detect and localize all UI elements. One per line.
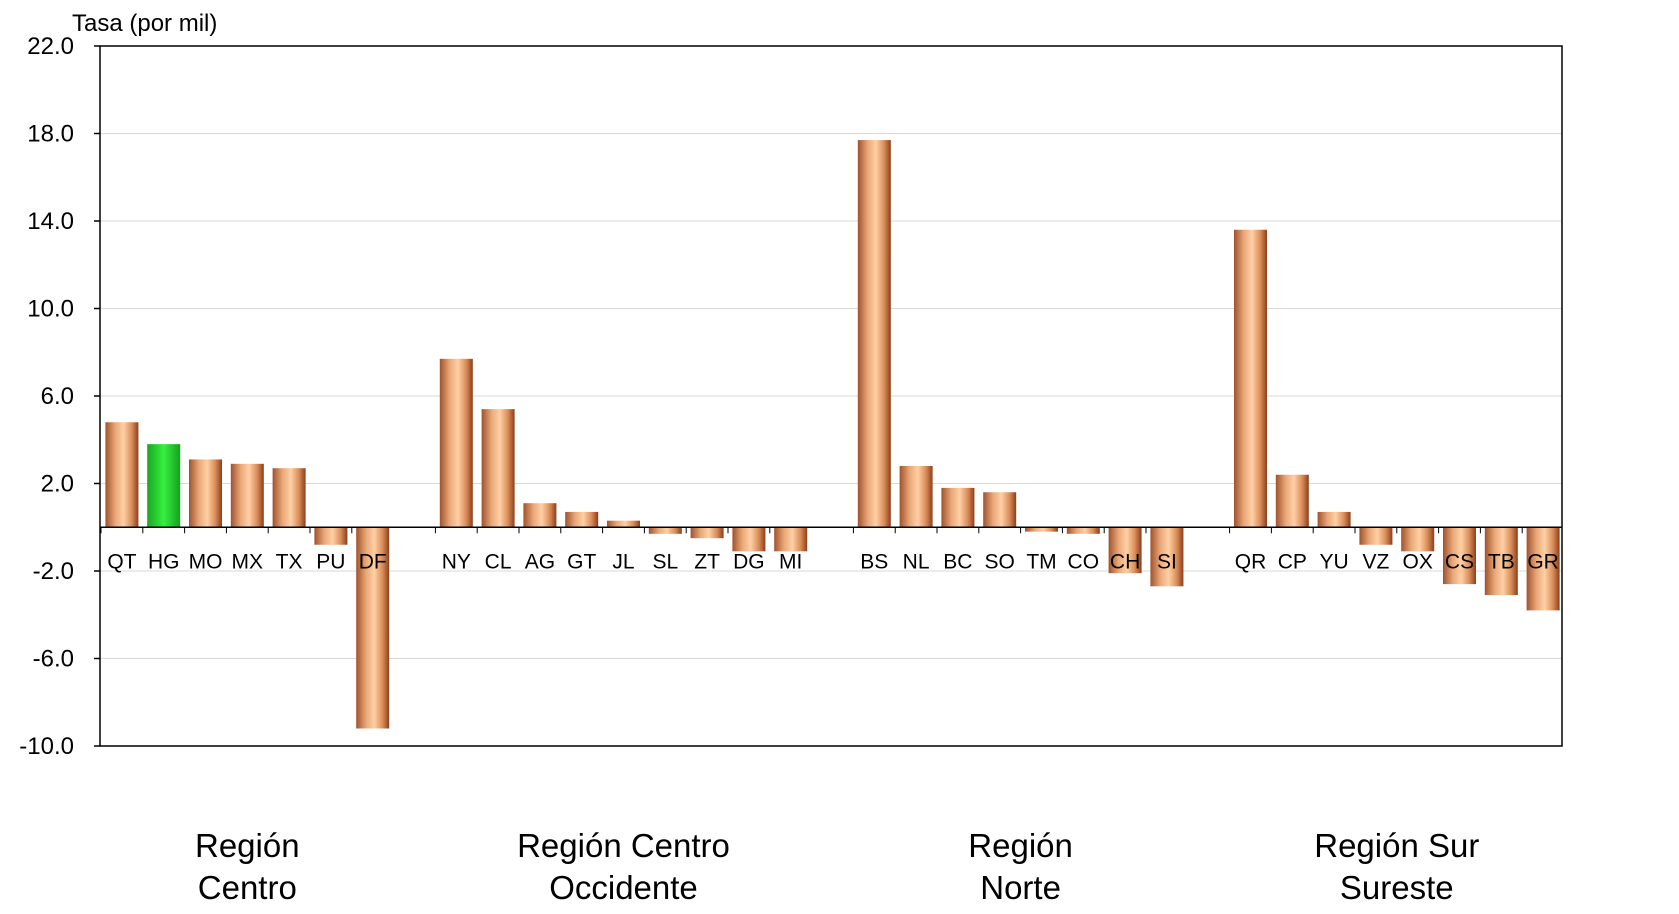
- bar-df: [356, 527, 390, 729]
- bar-mx: [230, 463, 264, 528]
- category-label-bs: BS: [860, 550, 888, 573]
- category-label-df: DF: [359, 550, 387, 573]
- category-label-sl: SL: [652, 550, 678, 573]
- bar-yu: [1317, 511, 1351, 528]
- bar-jl: [607, 520, 640, 528]
- category-label-ny: NY: [442, 550, 471, 573]
- bar-ox: [1401, 527, 1435, 552]
- group-label: Región Norte: [968, 827, 1073, 906]
- bar-cp: [1275, 474, 1309, 528]
- category-label-qr: QR: [1235, 550, 1267, 573]
- bar-bs: [857, 140, 891, 528]
- bar-ch: [1108, 527, 1142, 574]
- category-label-tm: TM: [1026, 550, 1056, 573]
- group-label: Región Sur Sureste: [1314, 827, 1479, 906]
- category-label-mx: MX: [232, 550, 264, 573]
- bar-vz: [1359, 527, 1393, 545]
- bar-tm: [1025, 527, 1058, 532]
- category-label-vz: VZ: [1362, 550, 1389, 573]
- bar-gr: [1526, 527, 1560, 611]
- category-label-cp: CP: [1278, 550, 1307, 573]
- y-tick-label: 6.0: [41, 383, 74, 410]
- category-label-gr: GR: [1527, 550, 1559, 573]
- bar-co: [1066, 527, 1100, 534]
- category-label-ox: OX: [1403, 550, 1433, 573]
- bar-cl: [481, 409, 515, 528]
- bar-zt: [690, 527, 724, 539]
- y-tick-label: 10.0: [27, 296, 74, 323]
- bar-gt: [565, 511, 599, 528]
- category-label-pu: PU: [316, 550, 345, 573]
- bar-so: [983, 492, 1017, 528]
- category-label-tb: TB: [1488, 550, 1515, 573]
- category-label-so: SO: [985, 550, 1015, 573]
- bar-cs: [1443, 527, 1476, 585]
- y-tick-label: 2.0: [41, 471, 74, 498]
- bar-bc: [941, 487, 975, 528]
- bar-qt: [105, 422, 139, 528]
- category-label-bc: BC: [943, 550, 972, 573]
- y-tick-label: 22.0: [27, 33, 74, 60]
- bar-ny: [439, 358, 473, 528]
- grid-lines: [100, 133, 1562, 659]
- labels: 22.0 18.0 14.0 10.0 6.0 2.0 -2.0 -6.0 -10.0 QT HG M…: [19, 33, 1559, 906]
- bar-mi: [774, 527, 808, 552]
- bar-pu: [314, 527, 348, 545]
- category-label-dg: DG: [733, 550, 765, 573]
- bar-ag: [523, 503, 557, 528]
- category-label-yu: YU: [1320, 550, 1349, 573]
- category-label-hg: HG: [148, 550, 180, 573]
- category-label-cl: CL: [485, 550, 512, 573]
- category-label-cs: CS: [1445, 550, 1474, 573]
- category-label-zt: ZT: [694, 550, 720, 573]
- y-tick-label: -2.0: [33, 558, 74, 585]
- bar-hg: [147, 444, 181, 528]
- category-label-qt: QT: [107, 550, 136, 573]
- group-label: Región Centro Occidente: [517, 827, 730, 906]
- category-label-co: CO: [1068, 550, 1100, 573]
- y-tick-label: -6.0: [33, 646, 74, 673]
- category-label-mi: MI: [779, 550, 802, 573]
- category-label-ag: AG: [525, 550, 555, 573]
- bar-tx: [272, 468, 306, 528]
- category-label-mo: MO: [189, 550, 223, 573]
- category-label-nl: NL: [903, 550, 930, 573]
- axes: [94, 45, 1563, 747]
- bar-tb: [1484, 527, 1518, 596]
- category-label-ch: CH: [1110, 550, 1140, 573]
- y-tick-label: 18.0: [27, 121, 74, 148]
- bar-nl: [899, 466, 933, 528]
- bar-sl: [648, 527, 682, 534]
- category-label-gt: GT: [567, 550, 596, 573]
- plot-frame: [99, 45, 1563, 747]
- bar-dg: [732, 527, 766, 552]
- category-label-tx: TX: [276, 550, 303, 573]
- bar-mo: [189, 459, 222, 528]
- bars: [105, 140, 1560, 729]
- category-label-jl: JL: [612, 550, 634, 573]
- y-tick-label: 14.0: [27, 208, 74, 235]
- bar-si: [1150, 527, 1184, 587]
- bar-qr: [1234, 229, 1267, 528]
- category-label-si: SI: [1157, 550, 1177, 573]
- group-label: Región Centro: [195, 827, 300, 906]
- y-axis-label: Tasa (por mil): [72, 10, 217, 37]
- y-tick-label: -10.0: [19, 733, 74, 760]
